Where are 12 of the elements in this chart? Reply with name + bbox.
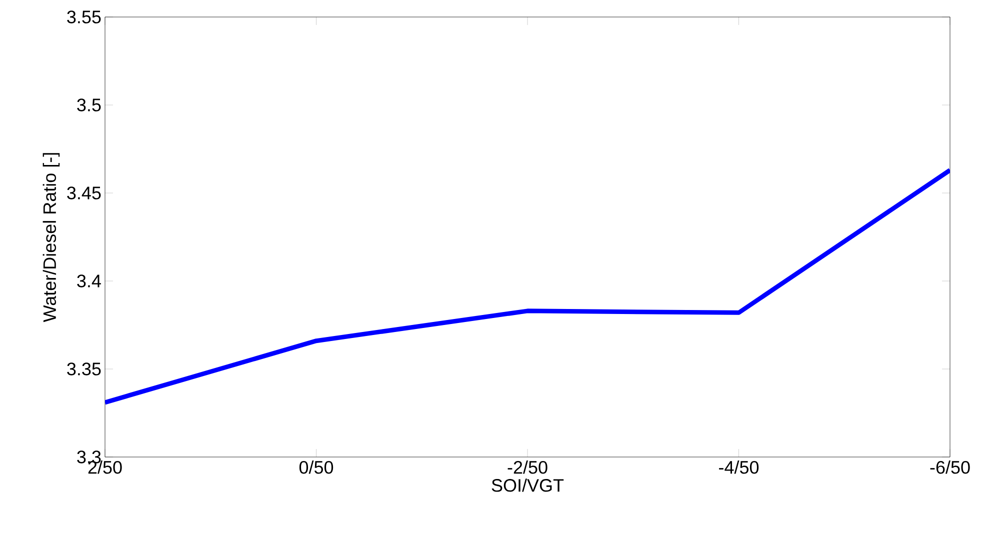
y-tick-label: 3.45 — [67, 186, 101, 200]
x-tick-label: -4/50 — [719, 460, 759, 474]
y-tick-label: 3.4 — [77, 274, 101, 288]
line-series — [105, 168, 950, 405]
y-axis-title: Water/Diesel Ratio [-] — [42, 153, 60, 322]
y-tick-label: 3.55 — [67, 10, 101, 24]
y-tick-label: 3.35 — [67, 362, 101, 376]
x-tick-label: -6/50 — [930, 460, 970, 474]
x-axis-title: SOI/VGT — [492, 478, 564, 492]
x-tick-label: -2/50 — [508, 460, 548, 474]
x-tick-label: 0/50 — [299, 460, 334, 474]
y-tick-label: 3.5 — [77, 98, 101, 112]
